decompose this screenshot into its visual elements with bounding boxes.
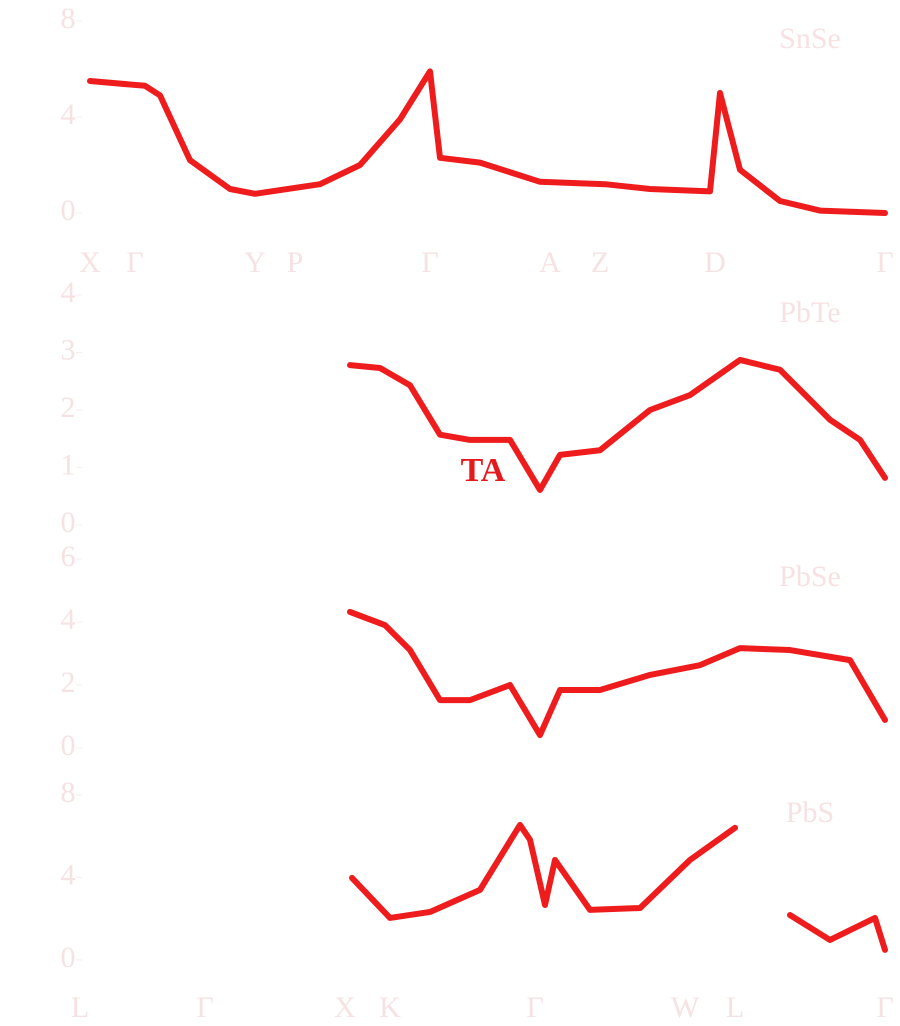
x-tick-label: Γ	[876, 246, 893, 279]
panel-title: SnSe	[779, 22, 841, 55]
x-tick-label: Y	[244, 246, 266, 279]
annotation: TA	[461, 452, 506, 489]
curve	[87, 68, 888, 216]
y-tick-label: 0	[61, 941, 76, 974]
y-tick-label: 0	[61, 506, 76, 539]
y-tick-label: 4	[61, 603, 76, 636]
x-tick-label: Γ	[876, 991, 893, 1024]
y-tick-label: 3	[61, 333, 76, 366]
x-tick-label: P	[287, 246, 304, 279]
x-tick-label: Γ	[126, 246, 143, 279]
x-tick-label: Γ	[526, 991, 543, 1024]
x-tick-label: K	[379, 991, 401, 1024]
y-tick-label: 4	[61, 98, 76, 131]
x-tick-label: L	[726, 991, 744, 1024]
x-tick-label: Γ	[421, 246, 438, 279]
x-tick-label: X	[334, 991, 356, 1024]
curve	[347, 608, 888, 739]
x-tick-label: L	[71, 991, 89, 1024]
panel-title: PbTe	[779, 296, 840, 329]
y-tick-label: 8	[61, 776, 76, 809]
y-tick-label: 2	[61, 391, 76, 424]
curve	[347, 356, 888, 493]
x-tick-label: W	[671, 991, 700, 1024]
y-tick-label: 0	[61, 194, 76, 227]
y-tick-label: 1	[61, 448, 76, 481]
panel-title: PbSe	[779, 560, 841, 593]
y-tick-label: 4	[61, 276, 76, 309]
x-tick-label: X	[79, 246, 101, 279]
y-tick-label: 6	[61, 540, 76, 573]
y-tick-label: 4	[61, 858, 76, 891]
x-tick-label: D	[704, 246, 726, 279]
x-tick-label: Z	[591, 246, 609, 279]
curve	[349, 821, 888, 953]
y-tick-label: 8	[61, 2, 76, 35]
y-tick-label: 2	[61, 666, 76, 699]
x-tick-label: A	[539, 246, 561, 279]
panel-title: PbS	[786, 796, 834, 829]
x-tick-label: Γ	[196, 991, 213, 1024]
y-tick-label: 0	[61, 729, 76, 762]
